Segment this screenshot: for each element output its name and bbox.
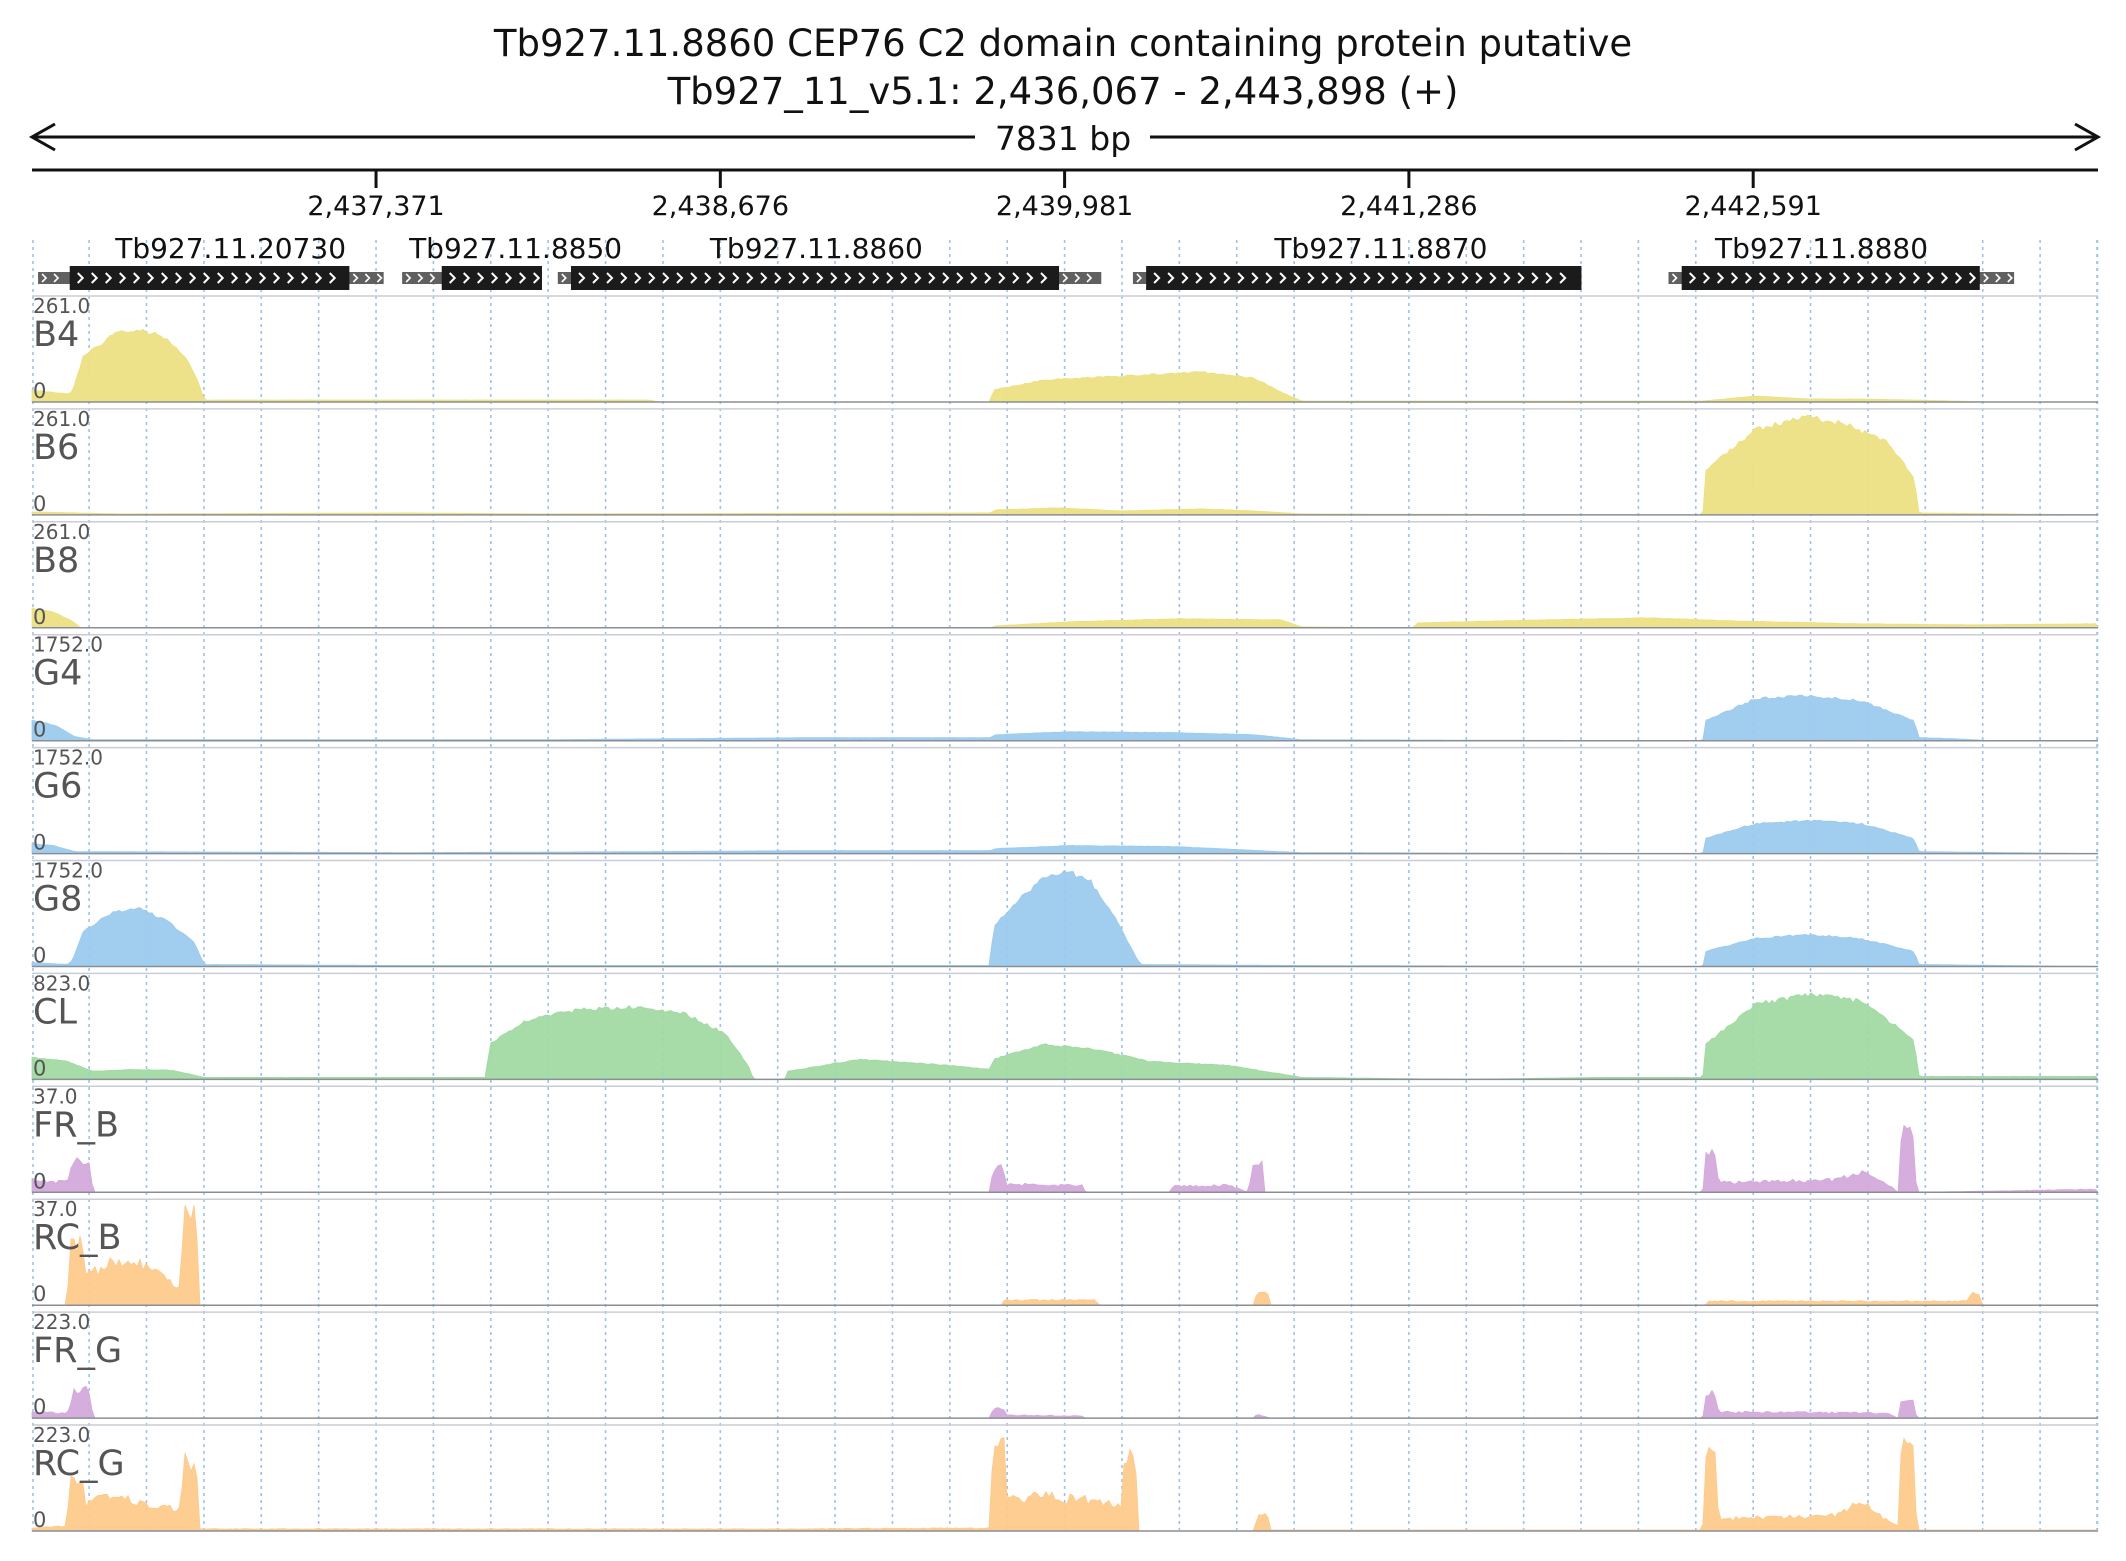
track-name-label: B4 — [33, 315, 79, 355]
strand-arrow-icon — [77, 272, 337, 284]
utr-arrow-icon — [1136, 273, 1143, 283]
track-name-label: RC_B — [33, 1218, 122, 1258]
coverage-track-b4[interactable]: 261.0B4 0 — [31, 294, 2098, 403]
gene-label: Tb927.11.8880 — [1714, 232, 1928, 265]
gene-cds — [1681, 266, 1980, 290]
coverage-track-fr-b[interactable]: 37.0FR_B 0 — [31, 1084, 2099, 1193]
track-max-label: 37.0 — [33, 1197, 78, 1221]
strand-arrow-icon — [449, 272, 541, 284]
track-zero-label: 0 — [33, 492, 46, 516]
track-name-label: FR_B — [33, 1105, 119, 1145]
locus-label: Tb927_11_v5.1: 2,436,067 - 2,443,898 (+) — [667, 70, 1459, 113]
track-name-label: G4 — [33, 654, 82, 694]
coverage-area — [31, 819, 2098, 854]
track-max-label: 1752.0 — [33, 746, 103, 770]
track-zero-label: 0 — [33, 1282, 46, 1306]
track-zero-label: 0 — [33, 1508, 46, 1532]
coverage-area — [31, 607, 2099, 629]
track-zero-label: 0 — [33, 944, 46, 968]
gene-model[interactable]: Tb927.11.20730 — [38, 232, 384, 290]
track-name-label: G8 — [33, 880, 82, 920]
track-name-label: FR_G — [33, 1331, 122, 1371]
track-name-label: B6 — [33, 428, 79, 468]
gene-cds — [570, 266, 1060, 290]
track-zero-label: 0 — [33, 1395, 46, 1419]
coverage-area — [31, 328, 2098, 403]
coverage-area — [31, 992, 2099, 1080]
gene-label: Tb927.11.8860 — [709, 232, 923, 265]
track-name-label: G6 — [33, 767, 82, 807]
utr-arrow-icon — [41, 273, 383, 283]
coverage-area — [31, 414, 2098, 516]
track-zero-label: 0 — [33, 831, 46, 855]
ruler-tick-label: 2,437,371 — [307, 191, 444, 222]
track-name-label: RC_G — [33, 1444, 125, 1484]
strand-arrow-icon — [1688, 272, 1977, 284]
coverage-track-rc-g[interactable]: 223.0RC_G 0 — [31, 1423, 2099, 1532]
coverage-track-rc-b[interactable]: 37.0RC_B 0 — [32, 1197, 2098, 1306]
track-max-label: 823.0 — [33, 971, 90, 995]
utr-arrow-icon — [561, 273, 1093, 283]
gene-model[interactable]: Tb927.11.8880 — [1668, 232, 2015, 290]
track-name-label: CL — [33, 992, 77, 1032]
gene-label: Tb927.11.8870 — [1273, 232, 1487, 265]
coverage-area — [31, 1437, 2099, 1532]
utr-arrow-icon — [1671, 273, 2013, 283]
gene-cds — [1146, 266, 1582, 290]
coverage-area — [31, 870, 2098, 967]
gene-label: Tb927.11.20730 — [114, 232, 346, 265]
span-arrow: 7831 bp — [28, 119, 2102, 158]
coverage-track-g4[interactable]: 1752.0G4 0 — [31, 633, 2098, 742]
gene-model[interactable]: Tb927.11.8850 — [402, 232, 622, 290]
track-max-label: 1752.0 — [33, 633, 103, 657]
utr-arrow-icon — [405, 273, 436, 283]
ruler-tick-label: 2,441,286 — [1340, 191, 1477, 222]
gene-track: Tb927.11.20730 Tb927.11.8850 Tb927.11.8860… — [38, 232, 2015, 290]
track-max-label: 261.0 — [33, 520, 90, 544]
strand-arrow-icon — [1153, 272, 1567, 284]
track-max-label: 223.0 — [33, 1310, 90, 1334]
ruler-tick-label: 2,439,981 — [996, 191, 1133, 222]
coverage-track-b8[interactable]: 261.0B8 0 — [31, 520, 2099, 629]
ruler-tick-label: 2,442,591 — [1684, 191, 1821, 222]
track-max-label: 223.0 — [33, 1423, 90, 1447]
gene-title: Tb927.11.8860 CEP76 C2 domain containing… — [493, 22, 1633, 65]
coverage-track-cl[interactable]: 823.0CL 0 — [31, 971, 2099, 1080]
gene-label: Tb927.11.8850 — [408, 232, 622, 265]
grid-lines — [32, 240, 2099, 1530]
coverage-track-fr-g[interactable]: 223.0FR_G 0 — [31, 1310, 2098, 1419]
strand-arrow-icon — [578, 272, 1048, 284]
track-max-label: 37.0 — [33, 1084, 78, 1108]
track-max-label: 261.0 — [33, 407, 90, 431]
track-zero-label: 0 — [33, 1169, 46, 1193]
track-max-label: 261.0 — [33, 294, 90, 318]
ruler-tick-label: 2,438,676 — [652, 191, 789, 222]
span-label: 7831 bp — [995, 119, 1131, 158]
gene-model[interactable]: Tb927.11.8860 — [557, 232, 1102, 290]
gene-cds — [441, 266, 542, 290]
track-name-label: B8 — [33, 541, 79, 581]
track-zero-label: 0 — [33, 1056, 46, 1080]
coverage-track-b6[interactable]: 261.0B6 0 — [31, 407, 2098, 516]
coverage-track-g8[interactable]: 1752.0G8 0 — [31, 859, 2098, 968]
coverage-tracks: 261.0B40261.0B60261.0B801752.0G401752.0G… — [31, 294, 2099, 1532]
coverage-area — [31, 694, 2098, 742]
gene-model[interactable]: Tb927.11.8870 — [1132, 232, 1582, 290]
track-max-label: 1752.0 — [33, 859, 103, 883]
coverage-track-g6[interactable]: 1752.0G6 0 — [31, 746, 2098, 855]
coordinate-ruler: 2,437,371 2,438,676 2,439,981 2,441,286 2,44… — [32, 168, 2098, 222]
track-zero-label: 0 — [33, 605, 46, 629]
track-zero-label: 0 — [33, 379, 46, 403]
track-zero-label: 0 — [33, 718, 46, 742]
